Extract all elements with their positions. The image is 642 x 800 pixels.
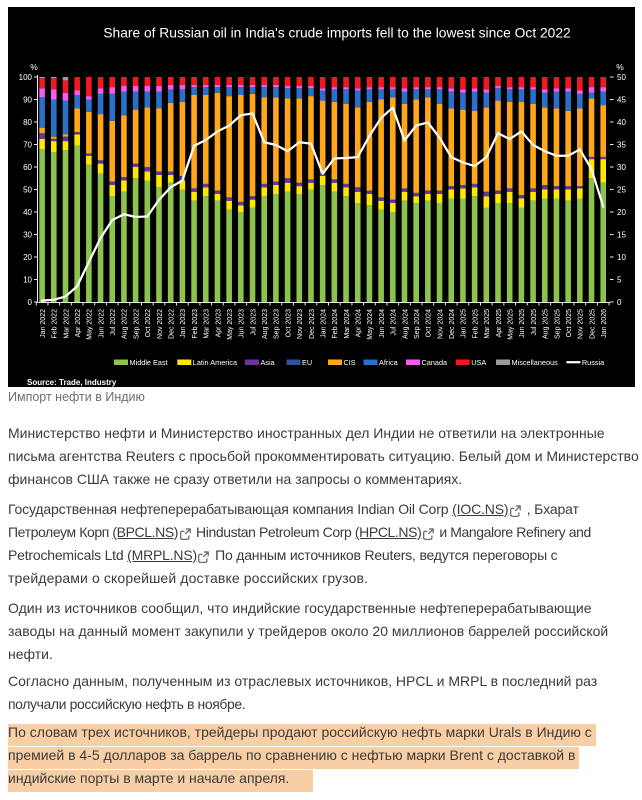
svg-text:Nov 2025: Nov 2025 [578, 309, 585, 339]
svg-text:35: 35 [617, 140, 626, 149]
svg-text:May 2024: May 2024 [367, 309, 374, 340]
svg-text:Jul 2025: Jul 2025 [531, 309, 538, 336]
svg-text:50: 50 [617, 73, 626, 82]
svg-text:Feb 2024: Feb 2024 [332, 309, 339, 339]
svg-text:Jun 2023: Jun 2023 [239, 309, 246, 338]
svg-text:Sep 2023: Sep 2023 [274, 309, 281, 339]
svg-text:Oct 2022: Oct 2022 [145, 309, 152, 338]
svg-text:Dec 2024: Dec 2024 [449, 309, 456, 339]
svg-text:20: 20 [23, 253, 32, 262]
svg-text:100: 100 [19, 73, 33, 82]
svg-text:Feb 2023: Feb 2023 [192, 309, 199, 339]
svg-text:Sep 2022: Sep 2022 [133, 309, 140, 339]
svg-text:Feb 2025: Feb 2025 [472, 309, 479, 339]
svg-text:Jul 2022: Jul 2022 [110, 309, 117, 336]
svg-text:Jan 2026: Jan 2026 [601, 309, 608, 338]
svg-text:Aug 2024: Aug 2024 [402, 309, 409, 339]
svg-text:%: % [30, 62, 38, 72]
svg-text:%: % [616, 62, 624, 72]
svg-text:Apr 2024: Apr 2024 [356, 309, 363, 338]
svg-text:Miscellaneous: Miscellaneous [512, 358, 559, 367]
svg-text:Jun 2024: Jun 2024 [379, 309, 386, 338]
svg-text:Aug 2025: Aug 2025 [543, 309, 550, 339]
svg-text:Dec 2023: Dec 2023 [309, 309, 316, 339]
svg-text:Mar 2023: Mar 2023 [204, 309, 211, 339]
svg-text:Dec 2022: Dec 2022 [168, 309, 175, 339]
svg-text:Jan 2023: Jan 2023 [180, 309, 187, 338]
svg-text:20: 20 [617, 208, 626, 217]
svg-text:Nov 2024: Nov 2024 [437, 309, 444, 339]
svg-text:Dec 2025: Dec 2025 [589, 309, 596, 339]
svg-text:Feb 2022: Feb 2022 [52, 309, 59, 339]
svg-text:Nov 2022: Nov 2022 [157, 309, 164, 339]
svg-text:Canada: Canada [422, 358, 449, 367]
svg-text:Share of Russian oil in India': Share of Russian oil in India's crude im… [103, 26, 570, 41]
svg-text:5: 5 [617, 275, 622, 284]
svg-text:Russia: Russia [582, 358, 605, 367]
svg-text:Mar 2022: Mar 2022 [63, 309, 70, 339]
svg-text:Africa: Africa [379, 358, 399, 367]
svg-text:30: 30 [617, 163, 626, 172]
svg-text:CIS: CIS [344, 358, 356, 367]
svg-text:Mar 2024: Mar 2024 [344, 309, 351, 339]
svg-text:Aug 2022: Aug 2022 [122, 309, 129, 339]
svg-text:Jul 2023: Jul 2023 [250, 309, 257, 336]
svg-text:Jun 2022: Jun 2022 [98, 309, 105, 338]
svg-text:40: 40 [23, 208, 32, 217]
svg-text:Source: Trade, Industry: Source: Trade, Industry [27, 378, 117, 387]
svg-text:45: 45 [617, 95, 626, 104]
svg-text:0: 0 [28, 298, 33, 307]
svg-text:Jun 2025: Jun 2025 [519, 309, 526, 338]
svg-text:15: 15 [617, 230, 626, 239]
svg-text:Sep 2025: Sep 2025 [554, 309, 561, 339]
svg-text:0: 0 [617, 298, 622, 307]
svg-text:50: 50 [23, 185, 32, 194]
svg-text:Jan 2025: Jan 2025 [461, 309, 468, 338]
svg-text:Oct 2024: Oct 2024 [426, 309, 433, 338]
svg-text:Aug 2023: Aug 2023 [262, 309, 269, 339]
svg-text:10: 10 [617, 253, 626, 262]
svg-text:Apr 2025: Apr 2025 [496, 309, 503, 338]
svg-text:70: 70 [23, 140, 32, 149]
svg-text:60: 60 [23, 163, 32, 172]
svg-text:Sep 2024: Sep 2024 [414, 309, 421, 339]
svg-text:40: 40 [617, 118, 626, 127]
svg-text:USA: USA [471, 358, 486, 367]
svg-text:80: 80 [23, 118, 32, 127]
svg-text:Middle East: Middle East [130, 358, 168, 367]
svg-text:Oct 2025: Oct 2025 [566, 309, 573, 338]
svg-text:May 2023: May 2023 [227, 309, 234, 340]
svg-text:Nov 2023: Nov 2023 [297, 309, 304, 339]
svg-text:Apr 2022: Apr 2022 [75, 309, 82, 338]
svg-text:Mar 2025: Mar 2025 [484, 309, 491, 339]
svg-text:10: 10 [23, 275, 32, 284]
svg-text:25: 25 [617, 185, 626, 194]
svg-text:Jan 2022: Jan 2022 [40, 309, 47, 338]
svg-text:May 2022: May 2022 [87, 309, 94, 340]
svg-text:Asia: Asia [261, 358, 276, 367]
svg-text:May 2025: May 2025 [508, 309, 515, 340]
svg-text:30: 30 [23, 230, 32, 239]
svg-text:Jan 2024: Jan 2024 [320, 309, 327, 338]
svg-text:Latin America: Latin America [193, 358, 238, 367]
svg-text:EU: EU [302, 358, 312, 367]
svg-text:Oct 2023: Oct 2023 [285, 309, 292, 338]
svg-text:90: 90 [23, 95, 32, 104]
svg-text:Apr 2023: Apr 2023 [215, 309, 222, 338]
svg-text:Jul 2024: Jul 2024 [391, 309, 398, 336]
